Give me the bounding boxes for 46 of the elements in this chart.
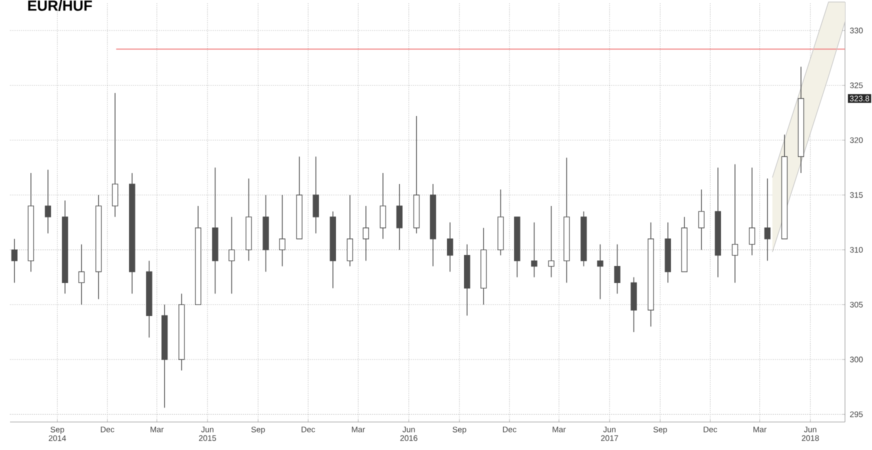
candlestick <box>228 216 235 294</box>
candlestick <box>11 238 18 284</box>
candlestick <box>346 194 354 267</box>
candlestick <box>698 189 705 250</box>
candlestick <box>732 164 738 284</box>
x-tick-label: Jun 2017 <box>601 426 618 441</box>
candlestick <box>380 172 386 240</box>
candlestick <box>764 178 771 262</box>
x-tick-label: Dec <box>302 426 316 432</box>
candlestick <box>748 167 756 256</box>
x-tick-label: Mar <box>150 426 164 432</box>
x-tick-label: Mar <box>552 426 566 432</box>
x-tick-label: Dec <box>100 426 114 432</box>
candlestick <box>44 169 52 234</box>
candlestick <box>362 206 369 262</box>
y-tick-label: 295 <box>850 411 863 418</box>
candlestick <box>597 244 604 300</box>
candlestick <box>312 156 319 234</box>
candlestick <box>112 92 118 218</box>
candlestick <box>446 222 454 272</box>
x-tick-label: Sep <box>251 426 265 434</box>
y-tick-label: 315 <box>850 192 863 198</box>
candlestick <box>614 244 620 294</box>
y-tick-label: 330 <box>850 28 863 34</box>
candlestick <box>531 222 538 278</box>
x-tick-label: Sep <box>653 426 667 434</box>
annotation: 323.8 <box>850 96 870 102</box>
chart-title: EUR/HUF <box>28 0 92 11</box>
y-tick-label: 310 <box>850 246 863 253</box>
x-tick-label: Jun 2018 <box>802 426 819 441</box>
x-tick-label: Sep 2014 <box>48 426 66 442</box>
y-tick-label: 300 <box>850 356 863 362</box>
x-tick-label: Mar <box>753 426 766 432</box>
x-tick-label: Dec <box>704 426 718 432</box>
x-tick-label: Jun 2016 <box>400 426 418 441</box>
candlestick <box>78 244 85 306</box>
candlestick <box>279 194 286 267</box>
y-tick-label: 320 <box>850 137 863 144</box>
x-tick-label: Mar <box>352 426 365 432</box>
x-tick-label: Jun 2015 <box>198 426 216 441</box>
candlestick <box>548 206 554 278</box>
candlestick <box>396 184 403 250</box>
x-tick-label: Sep <box>452 426 466 434</box>
x-tick-label: Dec <box>502 426 516 432</box>
y-tick-label: 325 <box>850 82 863 88</box>
y-tick-label: 305 <box>850 302 863 308</box>
